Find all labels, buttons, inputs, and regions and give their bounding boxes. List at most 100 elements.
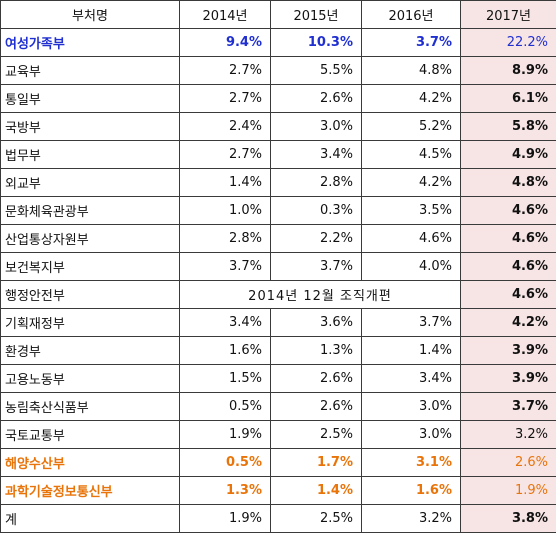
dept-name: 보건복지부	[1, 253, 180, 281]
table-row: 산업통상자원부 2.8% 2.2% 4.6% 4.6%	[1, 225, 556, 253]
dept-name: 행정안전부	[1, 281, 180, 309]
value-2015: 2.2%	[271, 225, 362, 253]
value-2015: 2.6%	[271, 85, 362, 113]
value-2016: 4.0%	[362, 253, 461, 281]
table-row-mogef: 여성가족부 9.4% 10.3% 3.7% 22.2%	[1, 29, 556, 57]
value-2017: 4.6%	[461, 281, 556, 309]
value-2014: 1.4%	[180, 169, 271, 197]
value-2016: 4.8%	[362, 57, 461, 85]
value-2017: 3.9%	[461, 365, 556, 393]
dept-name: 여성가족부	[1, 29, 180, 57]
header-2016: 2016년	[362, 1, 461, 29]
value-2015: 0.3%	[271, 197, 362, 225]
value-2016: 3.5%	[362, 197, 461, 225]
header-2014: 2014년	[180, 1, 271, 29]
dept-name: 산업통상자원부	[1, 225, 180, 253]
value-2016: 3.2%	[362, 505, 461, 533]
value-2016: 3.4%	[362, 365, 461, 393]
dept-name: 통일부	[1, 85, 180, 113]
value-2014: 1.9%	[180, 505, 271, 533]
value-2015: 2.6%	[271, 365, 362, 393]
dept-name: 해양수산부	[1, 449, 180, 477]
value-2014: 1.6%	[180, 337, 271, 365]
total-label: 계	[1, 505, 180, 533]
dept-name: 국토교통부	[1, 421, 180, 449]
table-row: 법무부 2.7% 3.4% 4.5% 4.9%	[1, 141, 556, 169]
value-2016: 4.2%	[362, 169, 461, 197]
value-2016: 1.6%	[362, 477, 461, 505]
header-2017: 2017년	[461, 1, 556, 29]
value-2015: 2.5%	[271, 505, 362, 533]
header-dept: 부처명	[1, 1, 180, 29]
value-2017: 5.8%	[461, 113, 556, 141]
value-2017: 2.6%	[461, 449, 556, 477]
dept-name: 과학기술정보통신부	[1, 477, 180, 505]
header-row: 부처명 2014년 2015년 2016년 2017년	[1, 1, 556, 29]
value-2016: 3.0%	[362, 421, 461, 449]
value-2014: 0.5%	[180, 393, 271, 421]
value-2014: 1.5%	[180, 365, 271, 393]
value-2015: 3.0%	[271, 113, 362, 141]
value-2015: 2.5%	[271, 421, 362, 449]
table-row-mof: 해양수산부 0.5% 1.7% 3.1% 2.6%	[1, 449, 556, 477]
value-2014: 2.8%	[180, 225, 271, 253]
table-row: 고용노동부 1.5% 2.6% 3.4% 3.9%	[1, 365, 556, 393]
dept-name: 기획재정부	[1, 309, 180, 337]
table-row: 국토교통부 1.9% 2.5% 3.0% 3.2%	[1, 421, 556, 449]
value-2014: 3.4%	[180, 309, 271, 337]
value-2016: 4.2%	[362, 85, 461, 113]
value-2017: 3.2%	[461, 421, 556, 449]
table-row-msit: 과학기술정보통신부 1.3% 1.4% 1.6% 1.9%	[1, 477, 556, 505]
value-2016: 3.0%	[362, 393, 461, 421]
reorganization-note: 2014년 12월 조직개편	[180, 281, 461, 309]
value-2014: 1.0%	[180, 197, 271, 225]
value-2015: 1.3%	[271, 337, 362, 365]
value-2015: 2.8%	[271, 169, 362, 197]
value-2014: 0.5%	[180, 449, 271, 477]
value-2017: 1.9%	[461, 477, 556, 505]
dept-name: 문화체육관광부	[1, 197, 180, 225]
value-2015: 3.4%	[271, 141, 362, 169]
value-2017: 4.8%	[461, 169, 556, 197]
table-row: 보건복지부 3.7% 3.7% 4.0% 4.6%	[1, 253, 556, 281]
value-2017: 22.2%	[461, 29, 556, 57]
value-2016: 3.7%	[362, 29, 461, 57]
value-2014: 1.3%	[180, 477, 271, 505]
table-row: 기획재정부 3.4% 3.6% 3.7% 4.2%	[1, 309, 556, 337]
value-2016: 4.6%	[362, 225, 461, 253]
table-row: 환경부 1.6% 1.3% 1.4% 3.9%	[1, 337, 556, 365]
value-2017: 4.6%	[461, 225, 556, 253]
table-row: 국방부 2.4% 3.0% 5.2% 5.8%	[1, 113, 556, 141]
value-2015: 1.7%	[271, 449, 362, 477]
table-row-mois: 행정안전부 2014년 12월 조직개편 4.6%	[1, 281, 556, 309]
value-2015: 10.3%	[271, 29, 362, 57]
table-row: 문화체육관광부 1.0% 0.3% 3.5% 4.6%	[1, 197, 556, 225]
value-2015: 2.6%	[271, 393, 362, 421]
value-2015: 1.4%	[271, 477, 362, 505]
dept-name: 법무부	[1, 141, 180, 169]
value-2015: 3.7%	[271, 253, 362, 281]
table-row: 교육부 2.7% 5.5% 4.8% 8.9%	[1, 57, 556, 85]
value-2016: 3.7%	[362, 309, 461, 337]
value-2015: 5.5%	[271, 57, 362, 85]
value-2016: 1.4%	[362, 337, 461, 365]
value-2014: 2.7%	[180, 85, 271, 113]
value-2016: 3.1%	[362, 449, 461, 477]
value-2017: 4.9%	[461, 141, 556, 169]
dept-name: 국방부	[1, 113, 180, 141]
table-row: 통일부 2.7% 2.6% 4.2% 6.1%	[1, 85, 556, 113]
dept-name: 환경부	[1, 337, 180, 365]
value-2017: 4.6%	[461, 253, 556, 281]
value-2017: 3.8%	[461, 505, 556, 533]
dept-name: 고용노동부	[1, 365, 180, 393]
value-2014: 1.9%	[180, 421, 271, 449]
value-2017: 3.7%	[461, 393, 556, 421]
value-2014: 2.7%	[180, 141, 271, 169]
value-2017: 6.1%	[461, 85, 556, 113]
value-2016: 4.5%	[362, 141, 461, 169]
table-row: 농림축산식품부 0.5% 2.6% 3.0% 3.7%	[1, 393, 556, 421]
value-2014: 3.7%	[180, 253, 271, 281]
value-2014: 2.7%	[180, 57, 271, 85]
table-row: 외교부 1.4% 2.8% 4.2% 4.8%	[1, 169, 556, 197]
